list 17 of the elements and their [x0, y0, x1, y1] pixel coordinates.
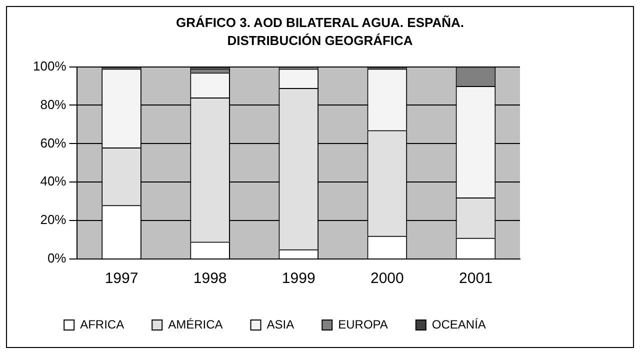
y-tick-label: 40%	[40, 174, 67, 189]
legend-label: OCEANÍA	[432, 317, 486, 332]
legend-label: ASIA	[266, 317, 294, 332]
y-tick-label: 0%	[47, 250, 67, 266]
y-tick-label: 60%	[40, 135, 67, 150]
legend-label: EUROPA	[338, 317, 388, 332]
chart-title: GRÁFICO 3. AOD BILATERAL AGUA. ESPAÑA. DISTRIBUCIÓN GEOGRÁFICA	[175, 14, 465, 50]
x-tick-label: 1999	[282, 270, 316, 288]
x-tick-label: 1998	[193, 270, 227, 288]
x-tick-label: 2000	[370, 270, 404, 288]
y-tick-label: 100%	[33, 58, 67, 74]
y-tick-label: 80%	[40, 96, 67, 112]
y-tick-label: 20%	[40, 212, 67, 228]
x-tick-label: 2001	[459, 270, 492, 288]
legend-label: AFRICA	[80, 317, 124, 332]
x-tick-label: 1997	[104, 270, 138, 288]
legend-label: AMÉRICA	[168, 317, 223, 332]
